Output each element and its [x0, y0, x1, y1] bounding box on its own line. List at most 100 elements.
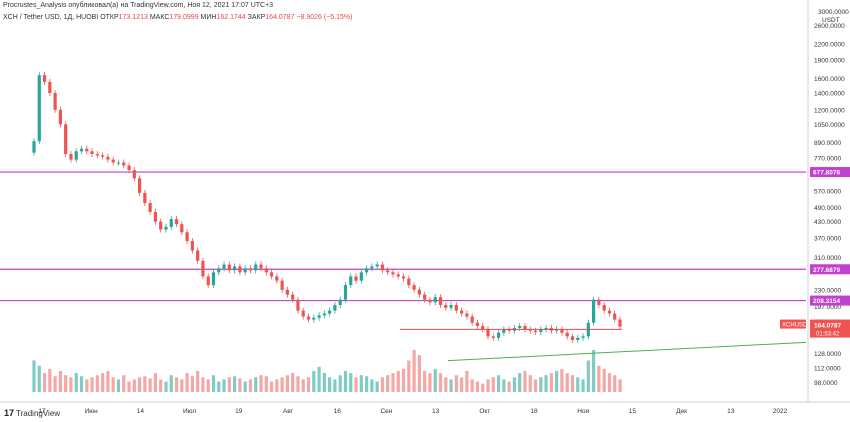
- candle-body: [159, 221, 163, 230]
- volume-bar: [132, 379, 136, 392]
- volume-bar: [438, 373, 443, 392]
- candle-body: [433, 297, 437, 303]
- volume-bar: [275, 379, 279, 392]
- candle-body: [201, 260, 205, 277]
- volume-bar: [496, 375, 501, 392]
- candle-body: [375, 264, 379, 267]
- y-tick-label: 98.0000: [814, 380, 838, 387]
- x-tick-label: Окт: [479, 408, 490, 415]
- y-tick-label: 197.0000: [814, 304, 841, 311]
- price-level-badge: [810, 295, 850, 306]
- candle-body: [607, 310, 612, 314]
- price-level-label: 677.8076: [813, 170, 840, 177]
- candle-body: [111, 159, 115, 163]
- candle-body: [196, 250, 200, 261]
- x-tick-label: 16: [334, 408, 342, 415]
- candle-body: [233, 266, 237, 271]
- volume-bar: [560, 368, 564, 392]
- candle-body: [597, 299, 601, 306]
- candle-body: [407, 278, 411, 286]
- candle-body: [570, 336, 575, 341]
- candle-body: [613, 313, 617, 320]
- volume-bar: [349, 373, 353, 392]
- x-tick-label: Авг: [283, 408, 294, 415]
- volume-bar: [570, 375, 575, 392]
- volume-bar: [243, 381, 247, 392]
- volume-bar: [528, 375, 532, 392]
- volume-bar: [254, 377, 258, 392]
- candle-body: [438, 297, 443, 306]
- price-level-label: 277.6879: [813, 267, 840, 274]
- x-tick-label: 2022: [773, 408, 788, 415]
- candle-body: [132, 170, 136, 179]
- volume-bar: [597, 365, 601, 392]
- volume-bar: [85, 379, 89, 392]
- volume-bar: [491, 377, 495, 392]
- x-tick-label: 17: [38, 408, 46, 415]
- volume-bar: [322, 373, 326, 392]
- tradingview-mark-icon: 17: [4, 408, 15, 418]
- volume-bar: [291, 373, 295, 392]
- volume-bar: [227, 377, 231, 392]
- volume-bar: [116, 379, 121, 392]
- volume-bar: [169, 375, 173, 392]
- volume-bar: [618, 379, 622, 392]
- x-tick-label: Сен: [380, 408, 392, 415]
- candle-body: [32, 141, 36, 153]
- publication-header: Procrustes_Analysis опубликовал(а) на Tr…: [3, 2, 274, 9]
- x-tick-label: 14: [137, 408, 145, 415]
- candle-body: [359, 272, 363, 281]
- candle-body: [280, 280, 284, 290]
- candle-body: [602, 305, 606, 311]
- y-tick-label: 310.0000: [814, 255, 841, 262]
- volume-bar: [48, 368, 52, 392]
- volume-bar: [533, 379, 538, 392]
- x-tick-label: 18: [530, 408, 538, 415]
- volume-bar: [364, 376, 369, 392]
- candle-body: [333, 305, 337, 311]
- candle-body: [533, 330, 538, 333]
- candle-body: [116, 162, 121, 164]
- candle-body: [185, 232, 189, 241]
- price-level-badge: [810, 264, 850, 275]
- candle-body: [560, 329, 564, 333]
- open-value: 173.1213: [118, 14, 148, 21]
- candle-body: [428, 299, 432, 303]
- volume-bar: [37, 365, 41, 392]
- candle-body: [592, 299, 596, 323]
- volume-bar: [544, 375, 548, 392]
- volume-bar: [285, 375, 290, 392]
- high-label: МАКС: [149, 14, 170, 21]
- volume-bar: [196, 371, 200, 392]
- candle-body: [364, 268, 369, 273]
- candle-body: [180, 224, 184, 233]
- volume-bar: [412, 350, 416, 392]
- candle-body: [164, 226, 168, 230]
- last-price-label: 164.0787: [814, 323, 841, 330]
- y-tick-label: 2600.0000: [814, 23, 845, 30]
- y-tick-label: 128.0000: [814, 351, 841, 358]
- candle-body: [174, 219, 179, 225]
- volume-bar: [233, 376, 237, 392]
- candle-body: [322, 313, 326, 316]
- y-tick-label-top: 3000.0000: [818, 9, 849, 16]
- high-value: 179.0999: [169, 14, 199, 21]
- last-price-badge: [810, 319, 850, 338]
- candle-body: [496, 332, 501, 338]
- volume-bar: [518, 373, 522, 392]
- candle-body: [64, 124, 68, 154]
- y-tick-label: 430.0000: [814, 219, 841, 226]
- candle-body: [217, 268, 221, 273]
- volume-bar: [153, 373, 158, 392]
- x-tick-label: Июн: [85, 408, 99, 415]
- candle-body: [296, 299, 300, 311]
- candle-body: [58, 109, 62, 125]
- volume-bar: [407, 360, 411, 392]
- volume-bar: [454, 375, 458, 392]
- volume-bar: [391, 373, 395, 392]
- candle-body: [555, 329, 559, 331]
- candle-body: [539, 329, 543, 333]
- candle-body: [122, 162, 126, 166]
- candle-body: [412, 285, 416, 290]
